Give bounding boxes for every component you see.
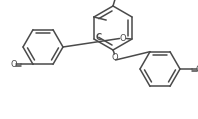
Text: O: O <box>120 34 126 42</box>
Text: O: O <box>112 52 118 62</box>
Text: O: O <box>196 64 198 74</box>
Text: C: C <box>96 34 102 42</box>
Text: O: O <box>11 60 17 69</box>
